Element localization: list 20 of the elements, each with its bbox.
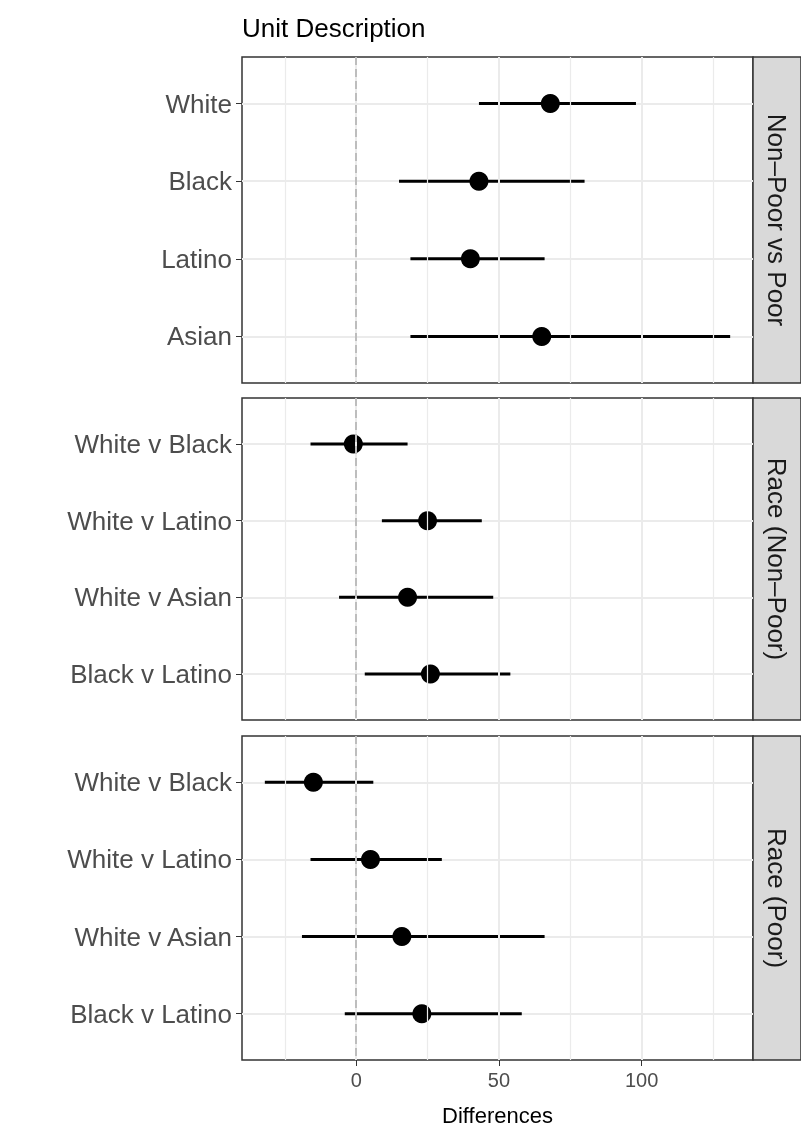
- x-tick-label: 0: [350, 1069, 362, 1091]
- x-tick-label: 100: [624, 1069, 659, 1091]
- y-tick-label: White v Asian: [74, 582, 232, 613]
- chart-title: Unit Description: [242, 13, 426, 43]
- x-tick-label: 50: [487, 1069, 511, 1091]
- y-tick-label: White v Latino: [67, 844, 232, 875]
- y-tick-label: White v Black: [74, 429, 233, 459]
- text: Race (Non–Poor): [762, 457, 792, 661]
- y-tick-label: White v Latino: [67, 505, 232, 536]
- x-axis-title: Differences: [442, 1102, 553, 1128]
- y-tick-label: Black: [168, 166, 233, 197]
- y-tick-label: White: [165, 88, 232, 119]
- y-tick-label: Black v Latino: [70, 659, 232, 689]
- y-tick-label: Asian: [166, 321, 232, 352]
- text: Non–Poor vs Poor: [762, 113, 792, 327]
- y-tick-label: Latino: [161, 243, 232, 274]
- y-tick-label: White v Asian: [74, 921, 232, 952]
- text: Race (Poor): [762, 827, 792, 969]
- y-tick-label: Black v Latino: [70, 998, 232, 1029]
- y-tick-label: White v Black: [74, 767, 233, 798]
